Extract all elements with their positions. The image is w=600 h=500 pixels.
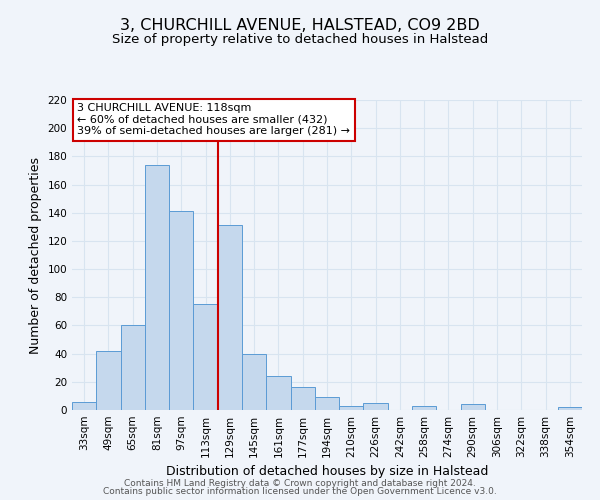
Bar xyxy=(290,388,315,410)
Y-axis label: Number of detached properties: Number of detached properties xyxy=(29,156,42,354)
Bar xyxy=(193,304,218,410)
Bar xyxy=(339,406,364,410)
Bar xyxy=(169,212,193,410)
Text: 3, CHURCHILL AVENUE, HALSTEAD, CO9 2BD: 3, CHURCHILL AVENUE, HALSTEAD, CO9 2BD xyxy=(120,18,480,32)
Bar xyxy=(266,376,290,410)
Bar xyxy=(218,226,242,410)
Bar xyxy=(242,354,266,410)
X-axis label: Distribution of detached houses by size in Halstead: Distribution of detached houses by size … xyxy=(166,466,488,478)
Text: 3 CHURCHILL AVENUE: 118sqm
← 60% of detached houses are smaller (432)
39% of sem: 3 CHURCHILL AVENUE: 118sqm ← 60% of deta… xyxy=(77,103,350,136)
Bar xyxy=(461,404,485,410)
Text: Contains HM Land Registry data © Crown copyright and database right 2024.: Contains HM Land Registry data © Crown c… xyxy=(124,478,476,488)
Bar xyxy=(412,406,436,410)
Bar xyxy=(364,403,388,410)
Bar xyxy=(558,407,582,410)
Text: Contains public sector information licensed under the Open Government Licence v3: Contains public sector information licen… xyxy=(103,487,497,496)
Bar xyxy=(72,402,96,410)
Bar xyxy=(121,326,145,410)
Bar xyxy=(315,398,339,410)
Bar xyxy=(145,165,169,410)
Bar xyxy=(96,351,121,410)
Text: Size of property relative to detached houses in Halstead: Size of property relative to detached ho… xyxy=(112,32,488,46)
